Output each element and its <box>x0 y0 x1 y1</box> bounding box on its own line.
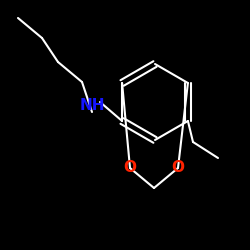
Text: O: O <box>124 160 136 176</box>
Text: NH: NH <box>79 98 105 112</box>
Text: O: O <box>172 160 184 176</box>
